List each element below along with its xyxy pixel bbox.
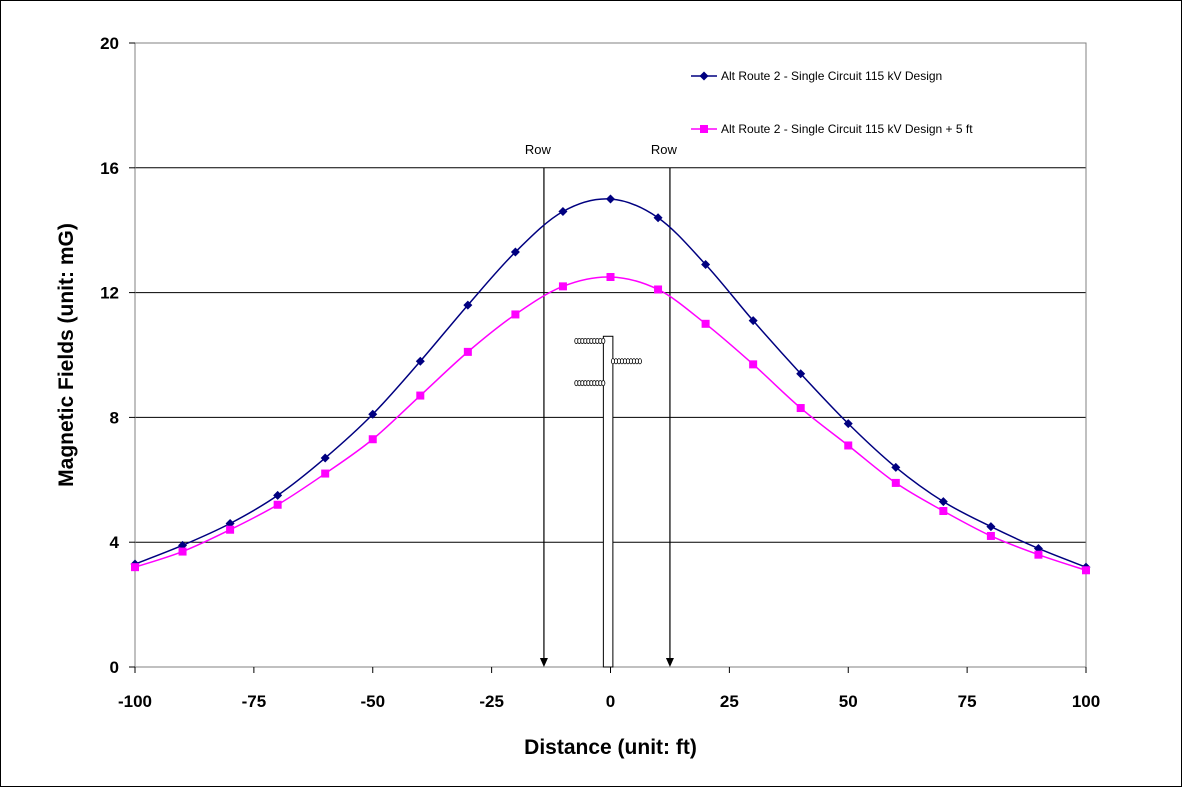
conductor-bundle: [574, 337, 606, 344]
row-marker: Row: [651, 142, 678, 667]
data-point: [131, 563, 139, 572]
row-arrow-head: [539, 658, 548, 667]
series-lines: [130, 194, 1091, 575]
legend: Alt Route 2 - Single Circuit 115 kV Desi…: [691, 69, 973, 136]
data-point: [368, 409, 378, 419]
y-tick-label: 20: [100, 34, 119, 53]
data-point: [749, 360, 758, 369]
x-tick-label: -25: [479, 692, 504, 711]
x-tick-label: -50: [360, 692, 385, 711]
data-point: [511, 310, 520, 319]
data-point: [463, 347, 472, 356]
x-tick-label: 0: [606, 692, 615, 711]
data-point: [510, 247, 520, 257]
data-point: [653, 213, 663, 223]
x-tick-label: 50: [839, 692, 858, 711]
conductor: [637, 358, 642, 365]
y-tick-label: 0: [110, 658, 119, 677]
x-axis-title: Distance (unit: ft): [524, 736, 697, 759]
row-label: Row: [651, 142, 678, 157]
row-marker: Row: [525, 142, 552, 667]
series-2: [131, 273, 1090, 575]
data-point: [796, 404, 805, 413]
data-point: [891, 462, 901, 472]
data-point: [558, 206, 568, 216]
data-point: [321, 469, 330, 478]
data-point: [843, 419, 853, 429]
conductor-bundle: [610, 358, 642, 365]
legend-item: Alt Route 2 - Single Circuit 115 kV Desi…: [691, 69, 942, 83]
y-axis-title: Magnetic Fields (unit: mG): [55, 223, 78, 487]
data-point: [844, 441, 853, 450]
data-point: [701, 260, 711, 270]
y-tick-label: 12: [100, 284, 119, 303]
y-tick-label: 16: [100, 159, 119, 178]
data-point: [1034, 550, 1043, 559]
data-point: [273, 490, 283, 500]
data-point: [226, 525, 235, 534]
x-tick-label: -100: [118, 692, 152, 711]
row-annotations: Row Row: [525, 142, 678, 667]
data-point: [748, 316, 758, 326]
data-point: [320, 453, 330, 463]
conductor: [601, 337, 606, 344]
data-point: [416, 391, 425, 400]
legend-label: Alt Route 2 - Single Circuit 115 kV Desi…: [721, 69, 942, 83]
tower-pole: [602, 335, 614, 668]
data-point: [463, 300, 473, 310]
data-point: [606, 273, 615, 281]
data-point: [939, 507, 948, 515]
data-point: [654, 285, 663, 294]
legend-item: Alt Route 2 - Single Circuit 115 kV Desi…: [691, 122, 973, 136]
tick-labels: 0 4 8 12 16 20 -100 -75 -50 -25 0 25 50 75 100: [100, 34, 1100, 711]
data-point: [891, 478, 900, 487]
data-point: [796, 369, 806, 379]
x-tick-label: -75: [242, 692, 267, 711]
data-point: [701, 319, 710, 328]
tower-structure: [574, 335, 642, 668]
y-tick-label: 8: [110, 408, 119, 427]
conductor: [601, 380, 606, 387]
x-tick-label: 100: [1072, 692, 1100, 711]
data-point: [700, 125, 708, 133]
data-point: [178, 547, 187, 556]
data-point: [699, 71, 709, 81]
legend-label: Alt Route 2 - Single Circuit 115 kV Desi…: [721, 122, 973, 136]
data-point: [415, 356, 425, 366]
row-arrow-head: [665, 658, 674, 667]
data-point: [606, 194, 615, 204]
data-point: [273, 500, 282, 509]
data-point: [986, 531, 995, 540]
x-tick-label: 25: [720, 692, 739, 711]
data-point: [1082, 566, 1090, 575]
x-tick-label: 75: [958, 692, 977, 711]
data-point: [558, 282, 567, 291]
data-point: [986, 522, 996, 532]
conductor-bundle: [574, 380, 606, 387]
y-tick-label: 4: [110, 533, 120, 552]
data-point: [368, 435, 377, 444]
data-point: [938, 497, 948, 507]
row-label: Row: [525, 142, 552, 157]
